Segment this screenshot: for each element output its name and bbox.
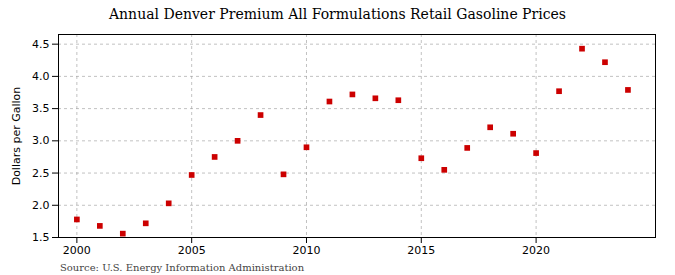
svg-text:1.5: 1.5 bbox=[32, 231, 50, 244]
svg-text:2.5: 2.5 bbox=[32, 167, 50, 180]
svg-text:4.5: 4.5 bbox=[32, 38, 50, 51]
svg-text:2.0: 2.0 bbox=[32, 199, 50, 212]
html-text:Annual Denver Premium All Form: Annual Denver Premium All Formulations R… bbox=[109, 6, 566, 22]
svg-text:3.5: 3.5 bbox=[32, 102, 50, 115]
svg-text:2000: 2000 bbox=[63, 244, 91, 257]
svg-text:Dollars per Gallon: Dollars per Gallon bbox=[10, 87, 23, 186]
svg-text:3.0: 3.0 bbox=[32, 134, 50, 147]
svg-text:2020: 2020 bbox=[522, 244, 550, 257]
svg-text:4.0: 4.0 bbox=[32, 70, 50, 83]
svg-text:2010: 2010 bbox=[292, 244, 320, 257]
html-text:Source: U.S. Energy Informatio: Source: U.S. Energy Information Administ… bbox=[60, 262, 305, 273]
svg-text:2015: 2015 bbox=[407, 244, 435, 257]
svg-text:2005: 2005 bbox=[178, 244, 206, 257]
